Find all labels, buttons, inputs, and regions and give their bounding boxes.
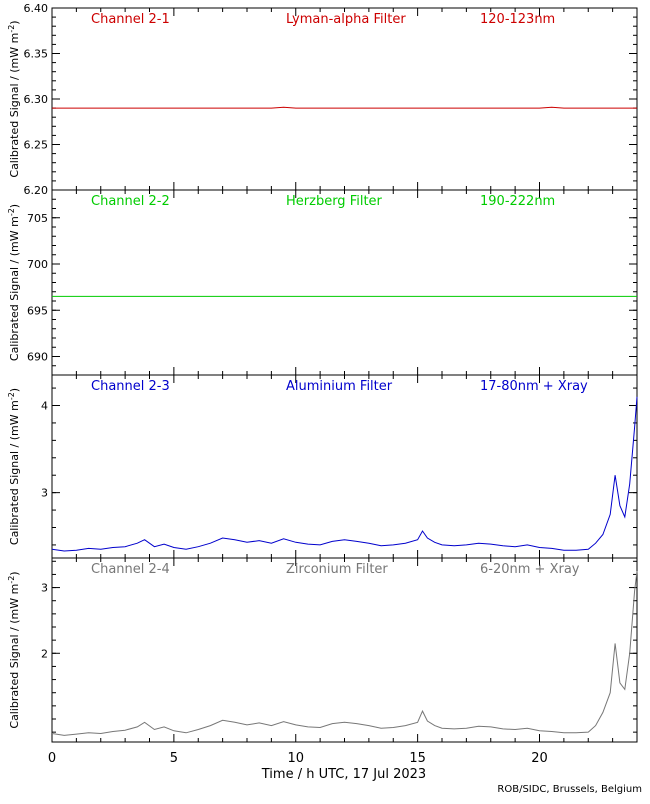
x-tick-label: 15 [409, 751, 426, 766]
y-axis-label-text: Calibrated Signal / (mW m [8, 216, 21, 361]
y-tick-label: 6.25 [24, 139, 49, 152]
x-tick-label: 0 [48, 751, 56, 766]
y-axis-label-close: ) [8, 20, 21, 24]
series-line [51, 571, 638, 736]
y-axis-label-sup: -2 [7, 576, 16, 584]
x-tick-label: 5 [170, 751, 178, 766]
filter-label: Aluminium Filter [286, 379, 393, 394]
filter-label: Zirconium Filter [286, 562, 388, 577]
x-tick-label: 10 [287, 751, 304, 766]
y-axis-label: Calibrated Signal / (mW m-2) [7, 204, 21, 361]
y-tick-label: 700 [27, 258, 48, 271]
y-axis-label-text: Calibrated Signal / (mW m [8, 400, 21, 545]
y-tick-label: 4 [41, 400, 48, 413]
x-axis: 0 5 10 15 20 [48, 751, 548, 766]
y-tick-label: 690 [27, 351, 48, 364]
y-tick-label: 3 [41, 582, 48, 595]
band-label: 17-80nm + Xray [480, 379, 588, 394]
y-axis-label-text: Calibrated Signal / (mW m [8, 584, 21, 729]
y-tick-label: 695 [27, 304, 48, 317]
channel-label: Channel 2-2 [91, 194, 170, 209]
channel-label: Channel 2-3 [91, 379, 170, 394]
y-axis-label: Calibrated Signal / (mW m-2) [7, 388, 21, 545]
series-line [52, 106, 637, 109]
y-axis-label-sup: -2 [7, 208, 16, 216]
filter-label: Herzberg Filter [286, 194, 383, 209]
y-axis-label-sup: -2 [7, 25, 16, 33]
y-axis-label-sup: -2 [7, 392, 16, 400]
panel-3: 3 4 Calibrated Signal / (mW m-2) Channel 2-… [7, 374, 638, 559]
y-tick-label: 6.35 [24, 48, 49, 61]
band-label: 120-123nm [480, 12, 555, 27]
y-tick-label: 6.20 [24, 184, 49, 197]
y-tick-label: 2 [41, 647, 48, 660]
channel-label: Channel 2-1 [91, 12, 170, 27]
y-tick-label: 3 [41, 487, 48, 500]
y-axis-label-close: ) [8, 204, 21, 208]
y-tick-label: 6.30 [24, 93, 49, 106]
band-label: 190-222nm [480, 194, 555, 209]
y-axis-label-text: Calibrated Signal / (mW m [8, 33, 21, 178]
x-tick-label: 20 [531, 751, 548, 766]
series-line [51, 396, 638, 552]
band-label: 6-20nm + Xray [480, 562, 580, 577]
credit-text: ROB/SIDC, Brussels, Belgium [497, 784, 642, 795]
panel-4: 2 3 Calibrated Signal / (mW m-2) Channel 2-… [7, 557, 638, 743]
channel-label: Channel 2-4 [91, 562, 170, 577]
panel-2: 690 695 700 705 Calibrated Signal / (mW m-2)… [7, 189, 638, 376]
y-axis-label: Calibrated Signal / (mW m-2) [7, 571, 21, 728]
y-axis-label-close: ) [8, 388, 21, 392]
y-axis-label-close: ) [8, 571, 21, 575]
filter-label: Lyman-alpha Filter [286, 12, 406, 27]
y-tick-label: 705 [27, 212, 48, 225]
y-tick-label: 6.40 [24, 2, 49, 15]
x-axis-label: Time / h UTC, 17 Jul 2023 [261, 767, 426, 782]
y-axis-label: Calibrated Signal / (mW m-2) [7, 20, 21, 177]
